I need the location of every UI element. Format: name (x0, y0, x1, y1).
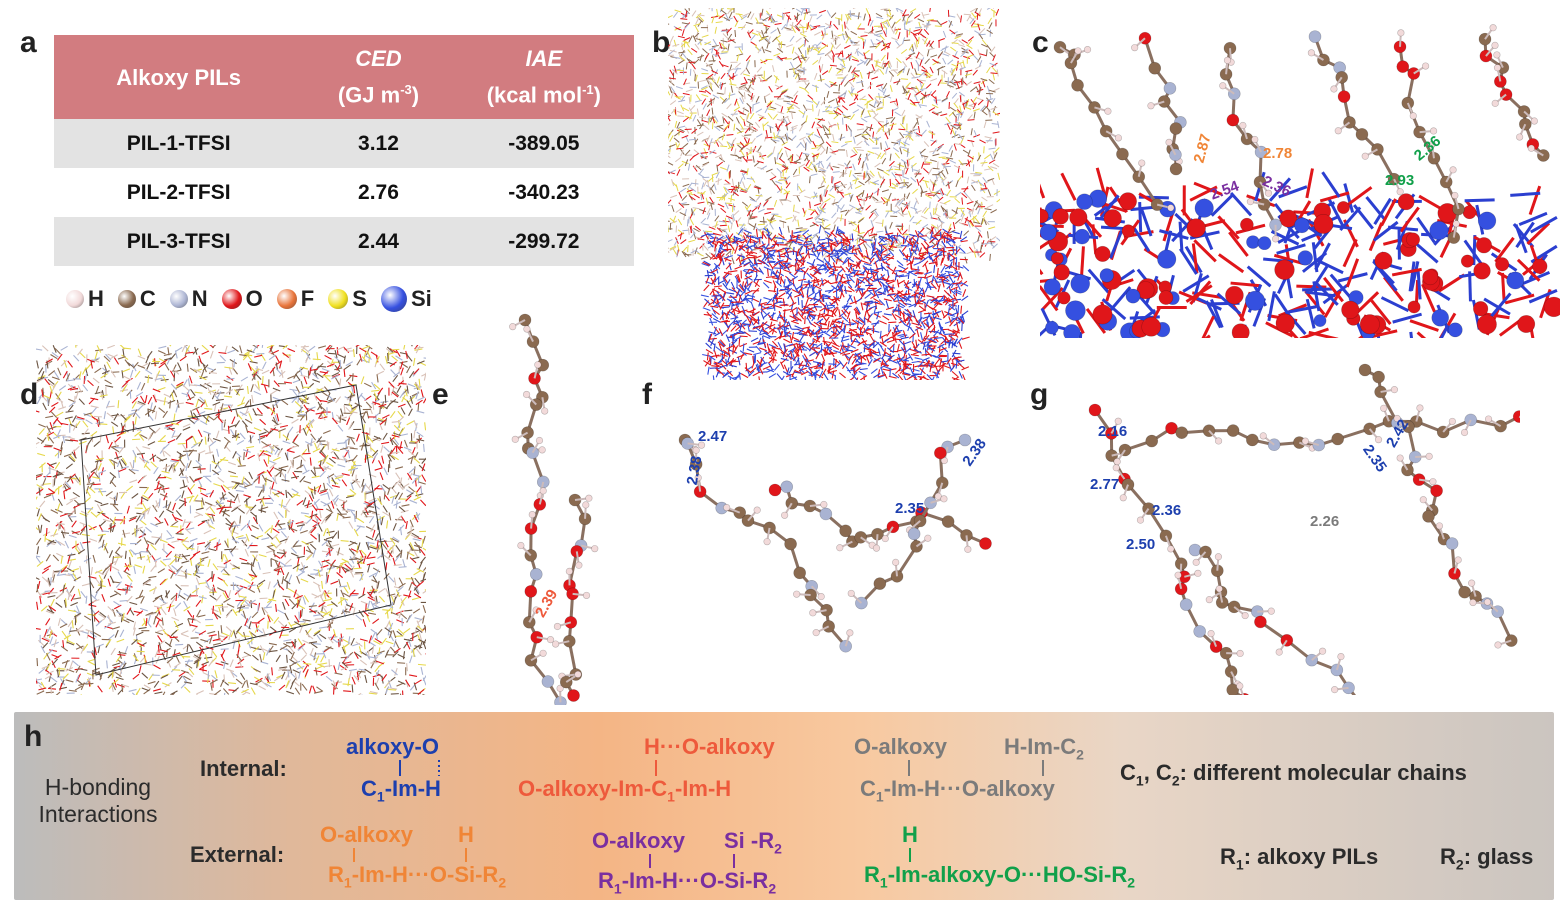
row-name: PIL-2-TFSI (54, 168, 304, 217)
ext1-top-a: O-alkoxy (320, 822, 413, 847)
distance-label: 2.26 (1310, 513, 1340, 530)
ext2-top-b: Si -R2 (724, 828, 782, 857)
row-iae: -389.05 (453, 119, 634, 168)
properties-table: Alkoxy PILs CED (GJ m-3) IAE (kcal mol-1… (54, 35, 634, 266)
int1-bottom: C1-Im-H (361, 776, 441, 805)
atom-h-icon (66, 290, 84, 308)
iae-label: IAE (525, 46, 563, 72)
ced-unit-sup: -3 (400, 82, 412, 98)
panel-e-pil1-chain (509, 313, 599, 705)
panel-label-h: h (24, 720, 43, 753)
distance-label: 2.50 (1126, 536, 1156, 553)
legend-label: O (245, 286, 263, 311)
panel-label-a: a (20, 26, 37, 59)
distance-label: 2.77 (1090, 476, 1120, 493)
col-header-ced: CED (GJ m-3) (303, 35, 454, 119)
distance-label: 2.36 (1152, 502, 1182, 519)
row-iae: -340.23 (453, 168, 634, 217)
atom-c-icon (117, 290, 136, 308)
panel-c-interface-closeup (1040, 24, 1560, 338)
internal-label: Internal: (200, 756, 287, 781)
h-title-line1: H-bonding (44, 774, 152, 800)
distance-label: 2.16 (1098, 423, 1128, 440)
ced-unit-post: ) (411, 82, 420, 108)
int3-top-a: O-alkoxy (854, 734, 947, 759)
atom-o-icon (221, 289, 242, 309)
panel-label-c: c (1032, 26, 1049, 59)
legend-item-f: F (276, 286, 315, 312)
panel-f-pil2-chain (678, 433, 992, 653)
row-ced: 2.44 (303, 217, 454, 266)
ext1-top-b: H (458, 822, 474, 847)
legend-label: S (352, 286, 367, 311)
table-row: PIL-1-TFSI 3.12 -389.05 (54, 119, 634, 168)
distance-label: 2.35 (895, 500, 925, 517)
panel-label-b: b (652, 26, 671, 59)
table-header-row: Alkoxy PILs CED (GJ m-3) IAE (kcal mol-1… (54, 35, 634, 119)
row-iae: -299.72 (453, 217, 634, 266)
row-ced: 2.76 (303, 168, 454, 217)
legend-item-s: S (328, 286, 367, 312)
h-bonding-summary-box: H-bonding Interactions Internal: Externa… (14, 712, 1554, 900)
panel-b-pil-on-glass-model (668, 8, 1000, 380)
ext3-top: H (902, 822, 918, 847)
note-c: C1, C2: different molecular chains (1120, 760, 1467, 789)
ext3-bottom: R1-Im-alkoxy-O···HO-Si-R2 (864, 862, 1136, 891)
int3-bottom: C1-Im-H···O-alkoxy (860, 776, 1055, 805)
int2-bottom: O-alkoxy-Im-C1-Im-H (518, 776, 732, 805)
int3-top-b: H-Im-C2 (1004, 734, 1084, 763)
legend-label: C (139, 286, 156, 311)
int1-top: alkoxy-O (346, 734, 439, 759)
legend-item-o: O (221, 286, 263, 312)
col-header-iae: IAE (kcal mol-1) (453, 35, 634, 119)
atom-f-icon (276, 289, 297, 309)
note-r1: R1: alkoxy PILs (1220, 844, 1379, 873)
atom-si-icon (380, 286, 407, 312)
distance-label: 2.47 (698, 428, 728, 445)
iae-unit-sup: -1 (582, 82, 594, 98)
panel-g-pil3-chain (1088, 363, 1520, 695)
table-row: PIL-3-TFSI 2.44 -299.72 (54, 217, 634, 266)
row-name: PIL-3-TFSI (54, 217, 304, 266)
panel-label-e: e (432, 378, 449, 411)
row-ced: 3.12 (303, 119, 454, 168)
panel-label-d: d (20, 378, 39, 411)
row-name: PIL-1-TFSI (54, 119, 304, 168)
iae-unit-pre: (kcal mol (486, 82, 583, 108)
distance-label: 2.78 (1263, 145, 1293, 162)
legend-label: H (88, 286, 104, 311)
ced-label: CED (355, 46, 402, 72)
legend-item-c: C (117, 286, 156, 312)
iae-unit-post: ) (593, 82, 601, 108)
panel-d-bulk-pil-box (36, 345, 426, 695)
int2-top: H···O-alkoxy (644, 734, 775, 759)
legend-label: N (191, 286, 208, 311)
distance-label: 2.93 (1385, 172, 1415, 189)
connector-lines (353, 760, 1044, 868)
ext1-bottom: R1-Im-H···O-Si-R2 (328, 862, 507, 891)
panel-label-g: g (1030, 378, 1049, 411)
atom-n-icon (169, 290, 188, 308)
external-label: External: (190, 842, 285, 867)
col-header-pils: Alkoxy PILs (54, 35, 304, 119)
atom-s-icon (328, 289, 349, 309)
atom-legend: H C N O F S Si (66, 286, 440, 312)
ced-unit-pre: (GJ m (337, 82, 401, 108)
legend-label: F (300, 286, 315, 311)
h-title: H-bonding Interactions (28, 774, 168, 828)
legend-item-n: N (169, 286, 208, 312)
legend-label: Si (410, 286, 432, 311)
legend-item-h: H (66, 286, 104, 312)
ext2-bottom: R1-Im-H···O-Si-R2 (598, 868, 777, 897)
ext2-top-a: O-alkoxy (592, 828, 685, 853)
panel-label-f: f (642, 378, 652, 411)
table-row: PIL-2-TFSI 2.76 -340.23 (54, 168, 634, 217)
legend-item-si: Si (380, 286, 432, 312)
h-title-line2: Interactions (38, 801, 158, 827)
note-r2: R2: glass (1440, 844, 1534, 873)
